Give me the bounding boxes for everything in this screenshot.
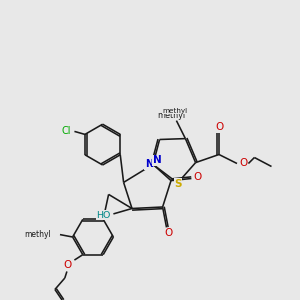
Text: methyl: methyl [157, 111, 185, 120]
Text: O: O [165, 228, 173, 239]
Text: N: N [145, 159, 153, 170]
Text: S: S [175, 178, 182, 189]
Text: N: N [153, 155, 162, 165]
Text: O: O [239, 158, 247, 169]
Text: methyl: methyl [162, 108, 188, 114]
Text: O: O [194, 172, 202, 182]
Text: O: O [215, 122, 223, 132]
Text: HO: HO [96, 211, 111, 220]
Text: Cl: Cl [61, 126, 71, 136]
Text: methyl: methyl [24, 230, 51, 239]
Text: O: O [64, 260, 72, 271]
